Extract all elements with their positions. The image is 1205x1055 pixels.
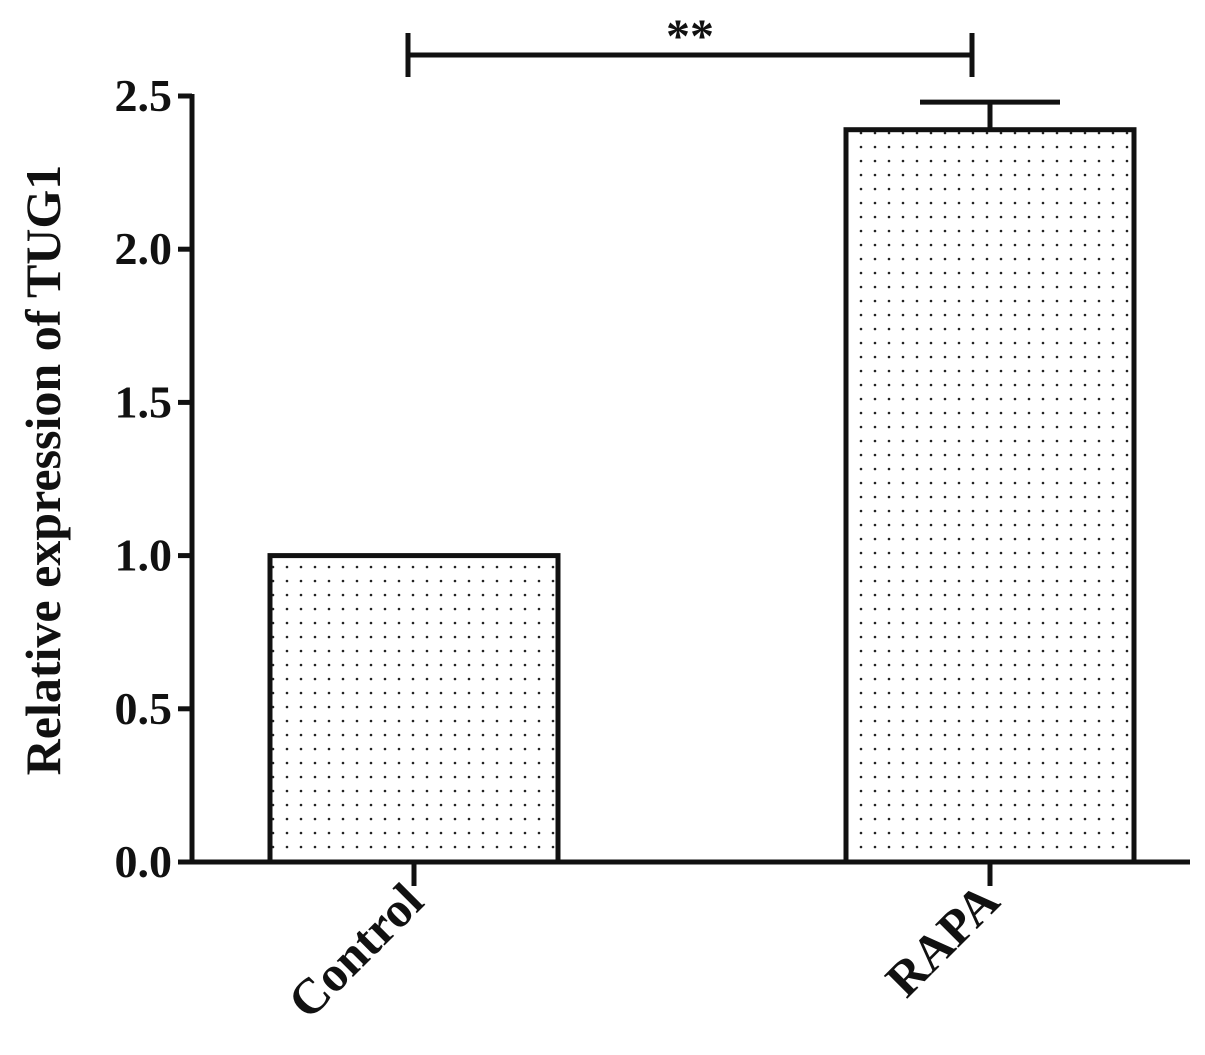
bar [843,127,1137,865]
y-tick-label: 1.5 [115,376,173,427]
y-tick-label: 1.0 [115,530,173,581]
y-tick-label: 0.5 [115,683,173,734]
significance-label: ** [666,10,714,63]
x-tick-label: Control [277,872,434,1029]
y-tick-label: 2.5 [115,70,173,121]
bar [267,553,561,865]
x-tick-label: RAPA [875,872,1010,1007]
y-axis-label: Relative expression of TUG1 [15,165,71,776]
y-tick-label: 2.0 [115,223,173,274]
y-tick-label: 0.0 [115,836,173,887]
